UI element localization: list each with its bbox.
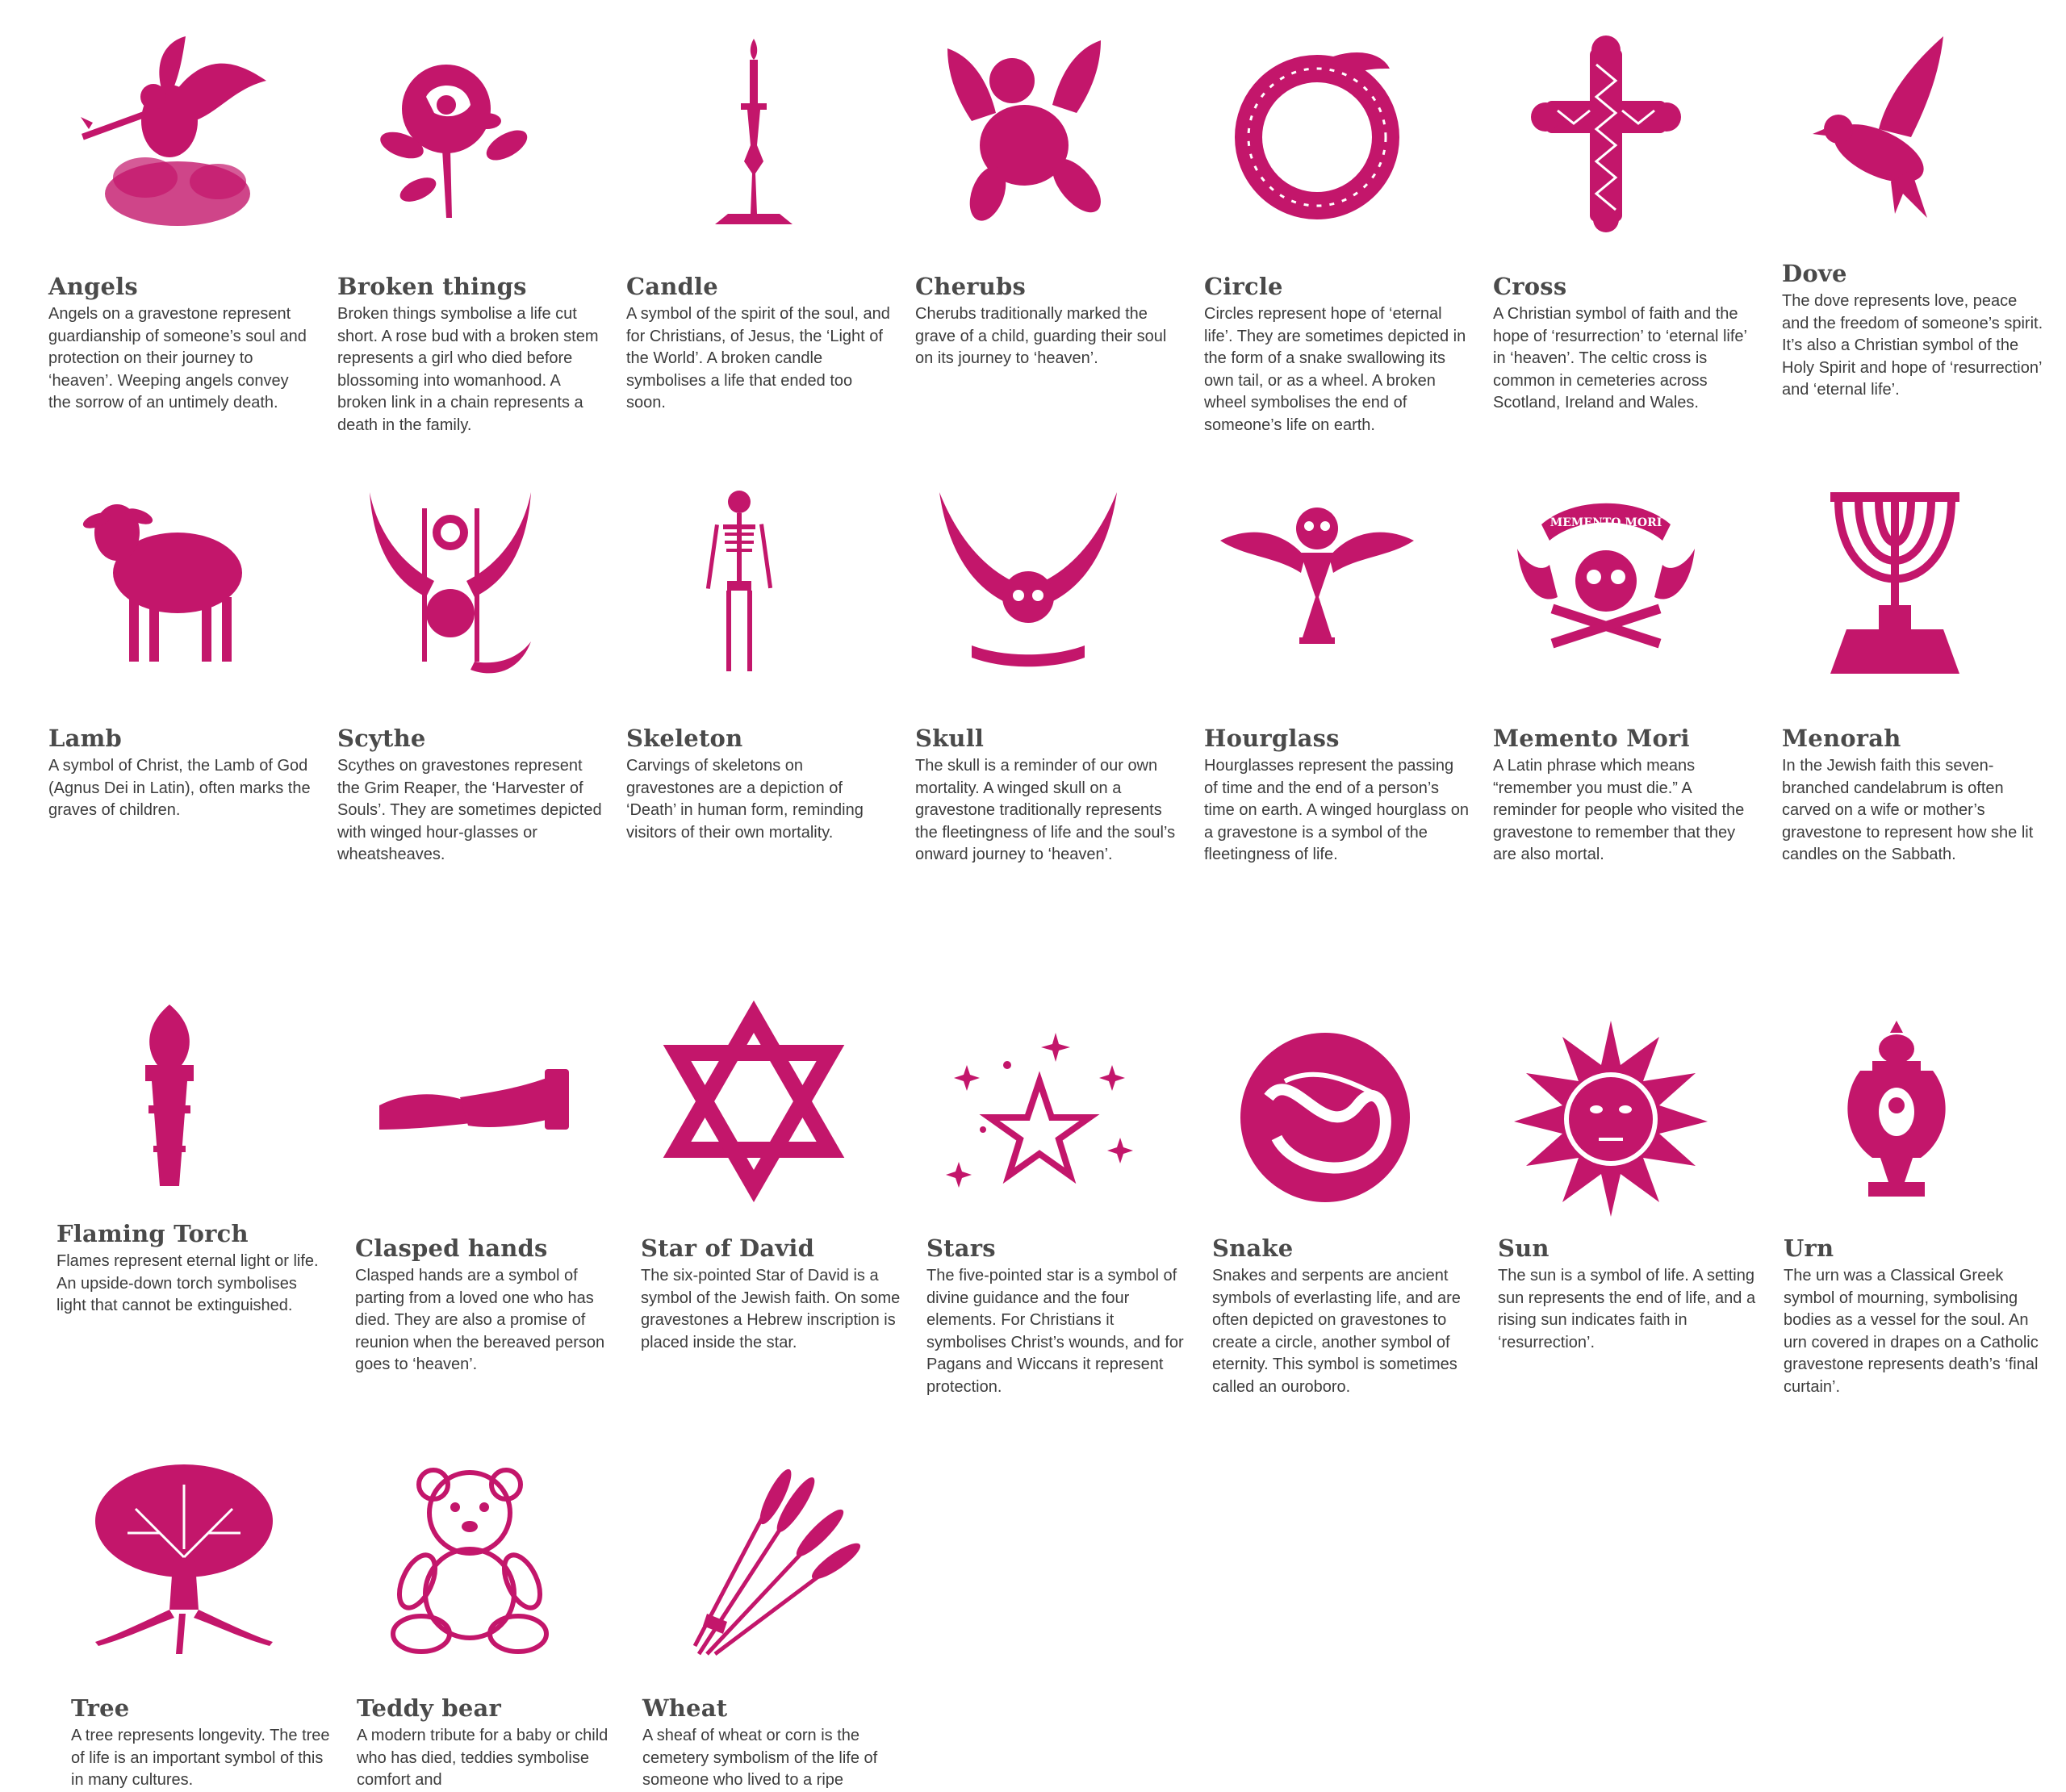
symbol-title: Star of David <box>641 1234 815 1262</box>
symbol-card-flaming-torch: Flaming Torch Flames represent eternal l… <box>56 1000 323 1318</box>
symbol-card-sun: Sun The sun is a symbol of life. A setti… <box>1498 1017 1764 1354</box>
candle-icon <box>634 32 844 234</box>
symbol-card-lamb: Lamb A symbol of Christ, the Lamb of God… <box>48 484 315 822</box>
symbol-card-skull: Skull The skull is a reminder of our own… <box>915 484 1181 867</box>
symbol-description: A Christian symbol of faith and the hope… <box>1493 305 1747 411</box>
symbol-title: Skull <box>915 725 985 752</box>
symbol-title: Stars <box>926 1234 996 1262</box>
scythe-icon <box>345 484 555 686</box>
symbol-card-tree: Tree A tree represents longevity. The tr… <box>71 1460 337 1792</box>
symbol-description: A symbol of the spirit of the soul, and … <box>626 305 890 411</box>
symbol-card-stars: Stars The five-pointed star is a symbol … <box>926 1017 1193 1398</box>
symbol-card-broken-things: Broken things Broken things symbolise a … <box>337 32 604 437</box>
symbol-title: Wheat <box>642 1694 728 1722</box>
symbol-description: Cherubs traditionally marked the grave o… <box>915 305 1167 367</box>
symbol-description: A Latin phrase which means “remember you… <box>1493 757 1745 863</box>
menorah-icon <box>1790 484 2000 686</box>
symbol-title: Urn <box>1784 1234 1834 1262</box>
teddy-bear-icon <box>365 1460 575 1662</box>
symbol-description: Angels on a gravestone represent guardia… <box>48 305 307 411</box>
symbol-title: Broken things <box>337 273 527 300</box>
sun-icon <box>1506 1017 1716 1218</box>
symbol-card-candle: Candle A symbol of the spirit of the sou… <box>626 32 893 415</box>
symbol-title: Angels <box>48 273 138 300</box>
symbol-title: Tree <box>71 1694 130 1722</box>
symbol-title: Cherubs <box>915 273 1026 300</box>
dove-icon <box>1790 32 2000 234</box>
symbol-title: Dove <box>1782 260 1847 287</box>
memento-mori-icon: MEMENTO MORI <box>1501 484 1711 686</box>
symbol-title: Lamb <box>48 725 122 752</box>
angel-icon <box>56 32 266 234</box>
rose-icon <box>345 32 555 234</box>
symbol-title: Cross <box>1493 273 1567 300</box>
cross-icon <box>1501 32 1711 234</box>
symbol-description: A sheaf of wheat or corn is the cemetery… <box>642 1727 878 1789</box>
symbol-description: A tree represents longevity. The tree of… <box>71 1727 330 1789</box>
stars-icon <box>935 1017 1144 1218</box>
symbol-description: The sun is a symbol of life. A setting s… <box>1498 1267 1756 1351</box>
symbol-description: A symbol of Christ, the Lamb of God (Agn… <box>48 757 311 819</box>
symbol-card-cherubs: Cherubs Cherubs traditionally marked the… <box>915 32 1181 370</box>
snake-icon <box>1220 1017 1430 1218</box>
symbol-title: Skeleton <box>626 725 743 752</box>
star-of-david-icon <box>649 1000 859 1202</box>
symbol-description: The five-pointed star is a symbol of div… <box>926 1267 1184 1396</box>
torch-icon <box>65 1000 274 1202</box>
symbol-description: Flames represent eternal light or life. … <box>56 1252 319 1314</box>
symbol-card-teddy-bear: Teddy bear A modern tribute for a baby o… <box>357 1460 623 1792</box>
symbol-description: Snakes and serpents are ancient symbols … <box>1212 1267 1461 1396</box>
symbol-card-menorah: Menorah In the Jewish faith this seven-b… <box>1782 484 2048 867</box>
symbol-title: Memento Mori <box>1493 725 1690 752</box>
symbol-title: Clasped hands <box>355 1234 548 1262</box>
symbol-card-dove: Dove The dove represents love, peace and… <box>1782 32 2048 402</box>
symbol-description: Clasped hands are a symbol of parting fr… <box>355 1267 605 1373</box>
circle-serpent-icon <box>1212 32 1422 234</box>
symbol-description: Scythes on gravestones represent the Gri… <box>337 757 602 863</box>
symbol-card-clasped-hands: Clasped hands Clasped hands are a symbol… <box>355 1017 621 1376</box>
symbol-description: Circles represent hope of ‘eternal life’… <box>1204 305 1466 434</box>
symbol-description: Broken things symbolise a life cut short… <box>337 305 599 434</box>
winged-skull-icon <box>923 484 1133 686</box>
symbol-card-wheat: Wheat A sheaf of wheat or corn is the ce… <box>642 1460 909 1792</box>
symbol-title: Flaming Torch <box>56 1220 249 1247</box>
symbol-description: The skull is a reminder of our own morta… <box>915 757 1176 863</box>
lamb-icon <box>56 484 266 686</box>
tree-icon <box>79 1460 289 1662</box>
symbol-card-angels: Angels Angels on a gravestone represent … <box>48 32 315 415</box>
symbol-card-snake: Snake Snakes and serpents are ancient sy… <box>1212 1017 1478 1398</box>
symbol-card-cross: Cross A Christian symbol of faith and th… <box>1493 32 1759 415</box>
symbol-card-circle: Circle Circles represent hope of ‘eterna… <box>1204 32 1470 437</box>
symbol-card-urn: Urn The urn was a Classical Greek symbol… <box>1784 1017 2050 1398</box>
symbol-description: A modern tribute for a baby or child who… <box>357 1727 609 1789</box>
symbol-title: Menorah <box>1782 725 1901 752</box>
clasped-hands-icon <box>363 1017 573 1218</box>
symbol-title: Hourglass <box>1204 725 1340 752</box>
symbol-description: The six-pointed Star of David is a symbo… <box>641 1267 901 1351</box>
hourglass-icon <box>1212 484 1422 686</box>
symbol-title: Sun <box>1498 1234 1550 1262</box>
memento-mori-banner: MEMENTO MORI <box>1550 516 1662 529</box>
symbol-description: In the Jewish faith this seven-branched … <box>1782 757 2034 863</box>
symbol-description: The dove represents love, peace and the … <box>1782 292 2043 399</box>
symbol-description: Hourglasses represent the passing of tim… <box>1204 757 1469 863</box>
urn-icon <box>1792 1017 2001 1218</box>
symbol-card-memento-mori: MEMENTO MORI Memento Mori A Latin phrase… <box>1493 484 1759 867</box>
symbol-title: Teddy bear <box>357 1694 502 1722</box>
symbol-card-star-of-david: Star of David The six-pointed Star of Da… <box>641 1000 907 1354</box>
cherub-icon <box>923 32 1133 234</box>
symbol-title: Snake <box>1212 1234 1294 1262</box>
wheat-icon <box>650 1460 860 1662</box>
symbol-title: Scythe <box>337 725 426 752</box>
skeleton-icon <box>634 484 844 686</box>
symbol-card-scythe: Scythe Scythes on gravestones represent … <box>337 484 604 867</box>
symbol-description: The urn was a Classical Greek symbol of … <box>1784 1267 2039 1396</box>
symbol-card-skeleton: Skeleton Carvings of skeletons on graves… <box>626 484 893 844</box>
symbol-title: Circle <box>1204 273 1283 300</box>
symbol-description: Carvings of skeletons on gravestones are… <box>626 757 864 842</box>
symbol-title: Candle <box>626 273 718 300</box>
symbol-card-hourglass: Hourglass Hourglasses represent the pass… <box>1204 484 1470 867</box>
